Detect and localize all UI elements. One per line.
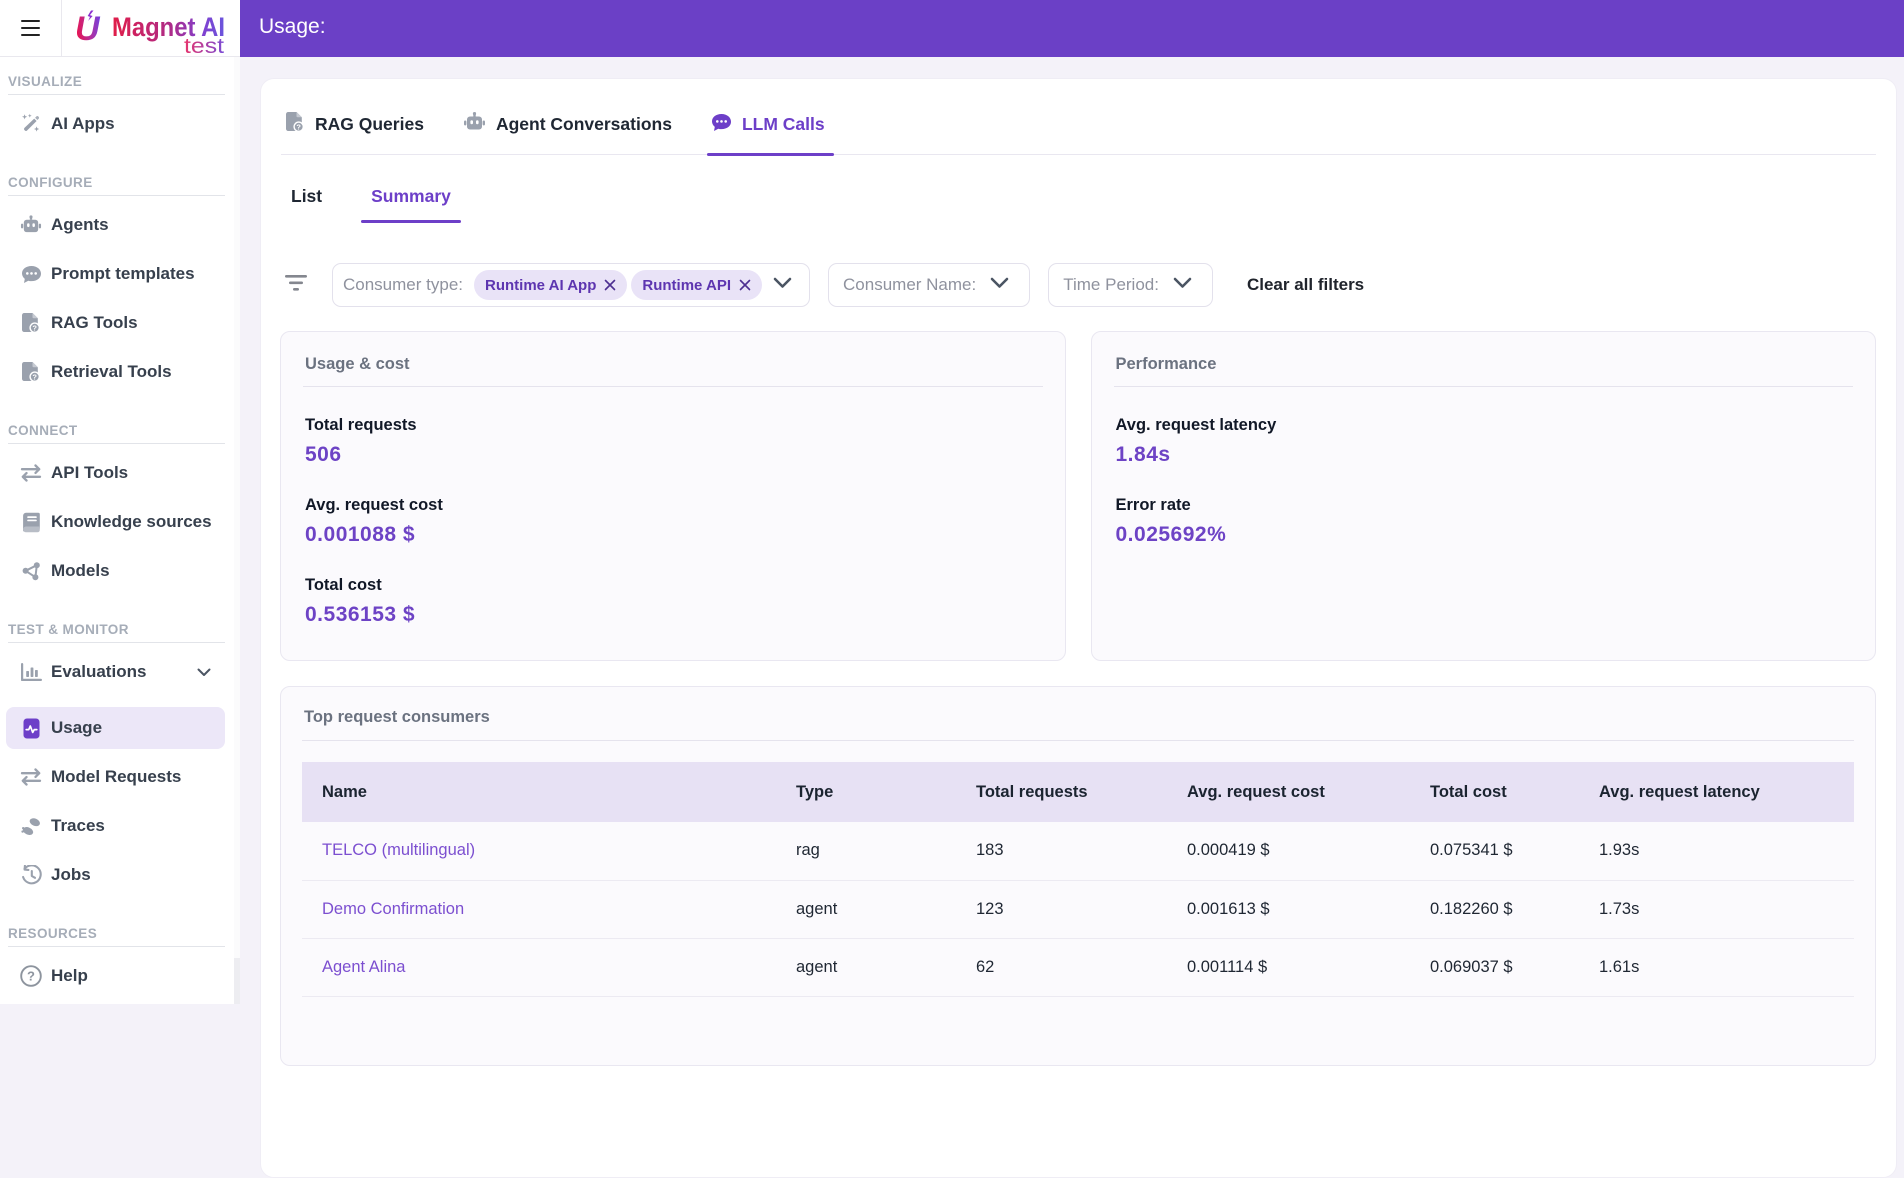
svg-text:?: ? bbox=[32, 323, 37, 332]
svg-text:?: ? bbox=[32, 372, 37, 381]
svg-text:?: ? bbox=[27, 969, 35, 984]
svg-text:?: ? bbox=[296, 122, 301, 131]
svg-text:U: U bbox=[75, 10, 101, 48]
svg-text:test: test bbox=[184, 35, 224, 57]
svg-text:Magnet AI: Magnet AI bbox=[112, 12, 225, 42]
